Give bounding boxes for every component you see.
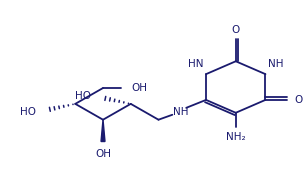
Text: HO: HO xyxy=(20,107,36,117)
Text: O: O xyxy=(294,95,302,105)
Text: HO: HO xyxy=(75,91,91,101)
Text: OH: OH xyxy=(95,149,111,159)
Text: NH: NH xyxy=(172,107,188,117)
Text: NH₂: NH₂ xyxy=(226,132,245,142)
Text: OH: OH xyxy=(132,83,148,93)
Text: HN: HN xyxy=(188,59,203,69)
Polygon shape xyxy=(101,120,105,142)
Text: O: O xyxy=(231,25,240,35)
Text: NH: NH xyxy=(268,59,284,69)
